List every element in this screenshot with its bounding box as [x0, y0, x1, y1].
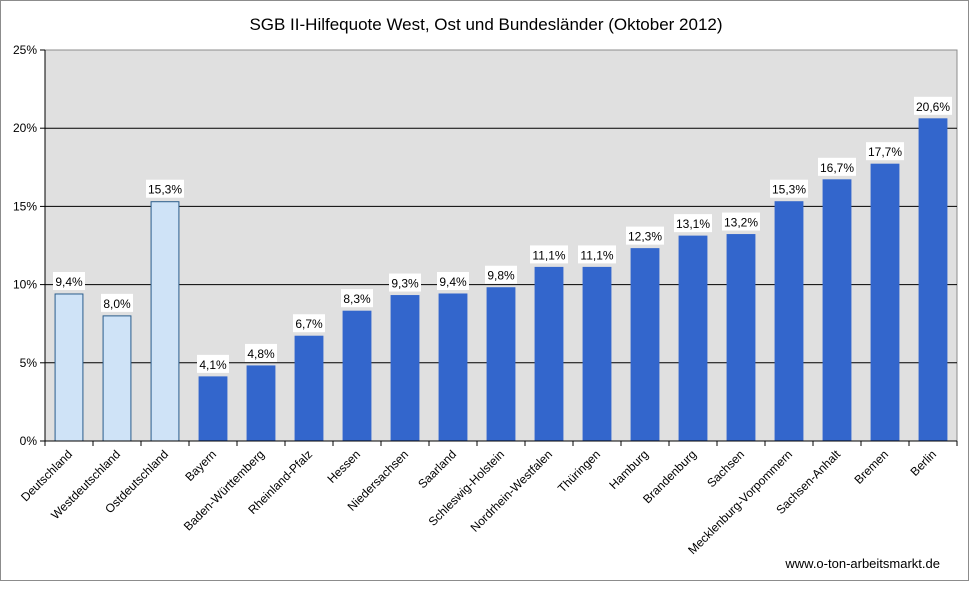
data-label: 9,4%: [55, 275, 83, 289]
data-label-box: [530, 245, 568, 264]
data-label-box: [293, 314, 325, 333]
bar-hessen: [342, 310, 372, 442]
bar-nordrhein-westfalen: [534, 266, 564, 442]
bar-saarland: [438, 293, 468, 442]
data-label: 17,7%: [868, 145, 902, 159]
data-label: 11,1%: [532, 248, 565, 262]
data-label: 15,3%: [772, 183, 806, 197]
data-label-box: [245, 343, 277, 362]
data-label: 13,2%: [724, 216, 758, 230]
data-label-box: [722, 212, 760, 231]
y-tick-label: 20%: [13, 121, 37, 135]
y-tick-label: 25%: [13, 43, 37, 57]
bar-hamburg: [630, 248, 660, 442]
data-label: 9,3%: [391, 277, 419, 291]
bar-ostdeutschland: [150, 201, 180, 442]
data-label-box: [674, 214, 712, 233]
data-label: 9,8%: [487, 269, 515, 283]
y-tick-label: 5%: [20, 356, 38, 370]
data-label-box: [197, 354, 229, 373]
data-label: 6,7%: [295, 317, 323, 331]
data-label-box: [485, 265, 517, 284]
data-label-box: [389, 273, 421, 292]
data-label-box: [53, 271, 85, 290]
bar-sachsen-anhalt: [822, 179, 852, 442]
data-label: 8,3%: [343, 292, 371, 306]
bar-deutschland: [54, 293, 84, 442]
data-label: 15,3%: [148, 183, 182, 197]
data-label: 8,0%: [103, 297, 131, 311]
data-label: 9,4%: [439, 275, 467, 289]
bar-bremen: [870, 163, 900, 442]
bar-thüringen: [582, 266, 612, 442]
data-label-box: [578, 245, 616, 264]
data-labels: 9,4% 8,0% 15,3% 4,1% 4,8% 6,7% 8,3% 9,3% 9,4% 9,8…: [53, 96, 952, 373]
chart-title: SGB II-Hilfequote West, Ost und Bundeslä…: [249, 15, 722, 34]
data-label-box: [146, 179, 184, 198]
bar-berlin: [918, 118, 948, 442]
y-axis: 0% 5% 10% 15% 20% 25%: [13, 43, 46, 448]
source-text: www.o-ton-arbeitsmarkt.de: [784, 556, 940, 571]
y-tick-label: 10%: [13, 278, 37, 292]
bar-baden-württemberg: [246, 365, 276, 442]
data-label-box: [914, 96, 952, 115]
data-label: 12,3%: [628, 230, 662, 244]
bar-mecklenburg-vorpommern: [774, 201, 804, 442]
data-label: 16,7%: [820, 161, 854, 175]
data-label: 13,1%: [676, 217, 710, 231]
bar-niedersachsen: [390, 295, 420, 442]
bar-brandenburg: [678, 235, 708, 442]
bar-rheinland-pfalz: [294, 335, 324, 442]
data-label: 4,1%: [199, 358, 227, 372]
bar-schleswig-holstein: [486, 287, 516, 442]
data-label: 11,1%: [580, 248, 613, 262]
data-label-box: [437, 271, 469, 290]
data-label-box: [101, 293, 133, 312]
data-label: 4,8%: [247, 347, 275, 361]
data-label-box: [866, 142, 904, 161]
y-tick-label: 0%: [20, 434, 38, 448]
data-label-box: [626, 226, 664, 245]
data-label-box: [770, 179, 808, 198]
bars: [54, 118, 948, 442]
bar-bayern: [198, 376, 228, 442]
y-tick-label: 15%: [13, 199, 37, 213]
data-label-box: [341, 289, 373, 308]
bar-sachsen: [726, 234, 756, 442]
data-label-box: [818, 157, 856, 176]
bar-westdeutschland: [102, 315, 132, 442]
data-label: 20,6%: [916, 100, 950, 114]
